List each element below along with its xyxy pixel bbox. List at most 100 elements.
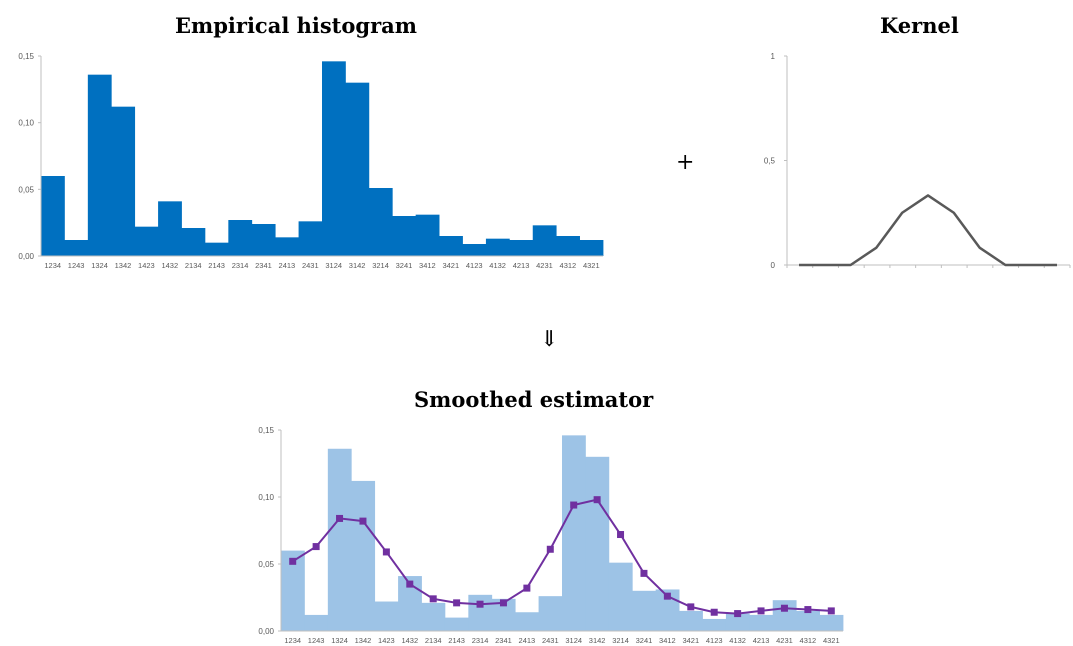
smoothed-x-tick-label: 2413 (519, 636, 536, 645)
histogram-x-tick-label: 3241 (396, 261, 413, 270)
smoothed-bar (562, 435, 586, 631)
kernel-line (799, 194, 1057, 267)
histogram-x-tick-label: 2431 (302, 261, 319, 270)
histogram-bar (368, 188, 393, 256)
smoothed-point (734, 610, 742, 618)
histogram-bar (485, 238, 510, 256)
smoothed-bar (702, 618, 727, 631)
smoothed-point (663, 592, 671, 600)
histogram-x-tick-label: 2134 (185, 261, 202, 270)
histogram-bar (509, 240, 534, 256)
smoothed-x-tick-label: 4312 (800, 636, 817, 645)
implies-arrow-symbol: ⇓ (540, 327, 559, 352)
histogram-bar (111, 106, 136, 257)
histogram-x-tick-label: 1432 (161, 261, 178, 270)
smoothed-x-tick-label: 3421 (682, 636, 699, 645)
smoothed-bar (398, 576, 422, 631)
histogram-bar (579, 240, 604, 256)
smoothed-point (546, 545, 554, 553)
smoothed-x-tick-label: 4213 (753, 636, 770, 645)
histogram-y-tick-label: 0,05 (18, 185, 34, 194)
smoothed-bar (725, 613, 750, 631)
smoothed-line (292, 498, 832, 615)
smoothed-y-tick-label: 0,05 (258, 560, 274, 569)
smoothed-x-tick-label: 3142 (589, 636, 606, 645)
smoothed-x-tick-label: 1243 (308, 636, 325, 645)
smoothed-bar (304, 614, 329, 631)
histogram-x-tick-label: 1234 (44, 261, 61, 270)
histogram-bar (392, 216, 417, 256)
histogram-bar (158, 201, 182, 256)
smoothed-bar (632, 590, 657, 631)
kernel-y-tick-label: 0 (771, 261, 776, 270)
histogram-y-tick-label: 0,15 (18, 52, 34, 61)
histogram-x-tick-label: 3142 (349, 261, 366, 270)
kernel-title: Kernel (880, 13, 959, 38)
smoothed-bar (515, 612, 539, 631)
histogram-x-tick-label: 1324 (91, 261, 108, 270)
smoothed-point (617, 531, 625, 539)
histogram-bar (415, 214, 440, 256)
smoothed-x-tick-label: 1324 (331, 636, 348, 645)
smoothed-x-tick-label: 3124 (565, 636, 582, 645)
histogram-x-tick-label: 2143 (208, 261, 225, 270)
smoothed-title: Smoothed estimator (414, 387, 654, 412)
smoothed-y-tick-label: 0,10 (258, 493, 274, 502)
smoothed-point (804, 606, 812, 614)
histogram-x-tick-label: 3214 (372, 261, 389, 270)
smoothed-x-tick-label: 1423 (378, 636, 395, 645)
smoothed-point (570, 501, 578, 509)
histogram-x-tick-label: 4312 (560, 261, 577, 270)
smoothed-point (382, 548, 390, 556)
plus-symbol: + (676, 150, 695, 175)
histogram-x-tick-label: 3124 (325, 261, 342, 270)
histogram-bar (275, 237, 299, 256)
smoothed-point (476, 600, 484, 608)
smoothed-bar (351, 480, 376, 631)
smoothed-x-tick-label: 3412 (659, 636, 676, 645)
smoothed-x-tick-label: 2134 (425, 636, 442, 645)
histogram-bar (322, 61, 346, 257)
smoothed-x-tick-label: 3214 (612, 636, 629, 645)
smoothed-bar (796, 610, 820, 631)
smoothed-point (687, 603, 695, 611)
histogram-bar (181, 228, 206, 256)
smoothed-y-tick-label: 0,15 (258, 426, 274, 435)
smoothed-point (429, 595, 437, 603)
smoothed-x-tick-label: 4231 (776, 636, 793, 645)
histogram-title: Empirical histogram (175, 13, 417, 38)
smoothed-point (359, 517, 367, 525)
histogram-bar (41, 176, 65, 256)
smoothed-bar (749, 614, 774, 631)
smoothed-x-tick-label: 2314 (472, 636, 489, 645)
smoothed-point (710, 608, 718, 616)
smoothed-bar (468, 594, 493, 631)
smoothed-point (499, 599, 507, 607)
histogram-x-tick-label: 2413 (279, 261, 296, 270)
histogram-bar (298, 221, 323, 256)
smoothed-bar (585, 456, 610, 631)
histogram-bar (64, 240, 89, 256)
smoothed-y-tick-label: 0,00 (258, 627, 274, 636)
histogram-x-tick-label: 4231 (536, 261, 553, 270)
histogram-x-tick-label: 4132 (489, 261, 506, 270)
smoothed-x-tick-label: 1342 (355, 636, 372, 645)
histogram-x-tick-label: 4321 (583, 261, 600, 270)
smoothed-bar (374, 601, 399, 631)
smoothed-bar (679, 610, 703, 631)
smoothed-bar (444, 617, 469, 631)
histogram-x-tick-label: 1243 (68, 261, 85, 270)
histogram-bar (87, 74, 112, 257)
smoothed-point (780, 604, 788, 612)
kernel-y-tick-label: 1 (771, 52, 776, 61)
smoothed-x-tick-label: 2431 (542, 636, 559, 645)
histogram-x-tick-label: 1423 (138, 261, 155, 270)
smoothed-point (289, 557, 297, 565)
histogram-bar (228, 220, 253, 256)
histogram-x-tick-label: 4213 (513, 261, 530, 270)
smoothed-x-tick-label: 2341 (495, 636, 512, 645)
histogram-bar (556, 236, 580, 256)
histogram-x-tick-label: 3412 (419, 261, 436, 270)
smoothed-bar (608, 562, 633, 631)
